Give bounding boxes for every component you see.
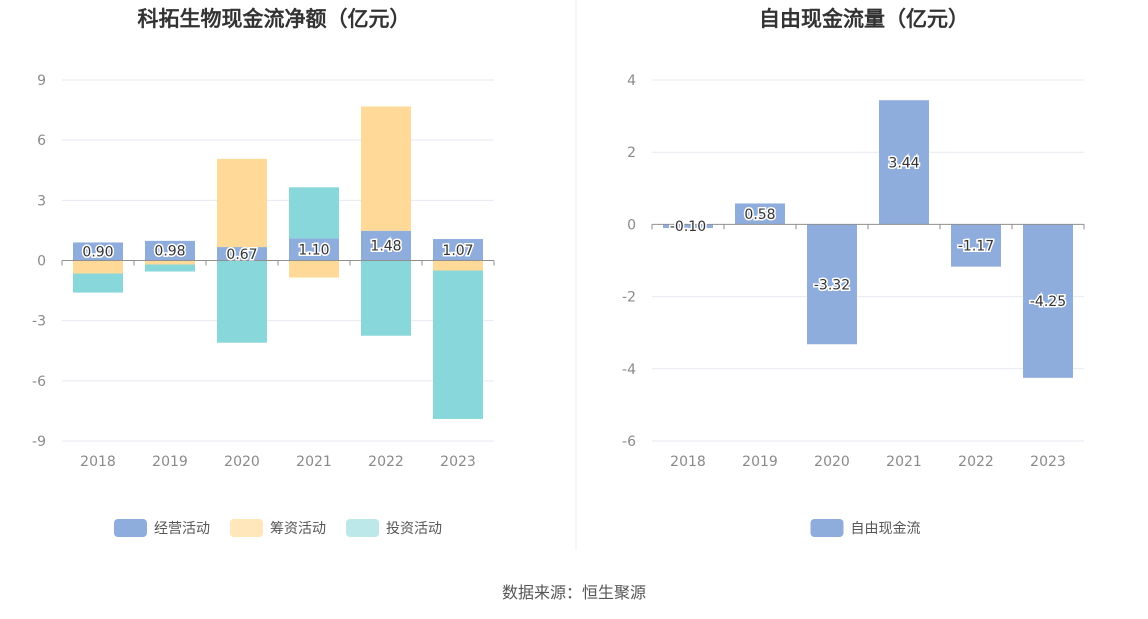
x-tick-label: 2023 — [1030, 454, 1066, 470]
y-tick-label: -6 — [32, 374, 46, 390]
bar-financing — [361, 106, 411, 231]
y-tick-label: -2 — [622, 290, 636, 306]
y-tick-label: -9 — [32, 434, 46, 450]
legend-item: 自由现金流 — [810, 519, 921, 537]
y-tick-label: 3 — [37, 193, 46, 209]
bar-operating — [73, 242, 123, 261]
bar-free-cash-flow — [807, 224, 857, 345]
legend-label: 自由现金流 — [851, 521, 921, 537]
legend-swatch — [810, 519, 844, 537]
bar-free-cash-flow — [663, 224, 713, 229]
cash-flow-net-chart: 科拓生物现金流净额（亿元） 9 6 3 0 -3 -6 -9 2018 2019 2020 2021 2… — [32, 7, 495, 537]
data-label: 0.67 — [226, 247, 257, 263]
chart-title: 科拓生物现金流净额（亿元） — [138, 7, 411, 31]
bar-investing — [433, 270, 483, 419]
legend-swatch — [114, 519, 147, 537]
x-tick-label: 2019 — [742, 454, 778, 470]
bar-free-cash-flow — [879, 100, 929, 225]
x-tick-label: 2022 — [368, 454, 404, 470]
x-tick-label: 2018 — [670, 454, 706, 470]
bar-investing — [145, 264, 195, 272]
bar-operating — [433, 239, 483, 261]
data-label: -0.10 — [670, 219, 706, 235]
data-label: -4.25 — [1030, 294, 1066, 310]
legend-swatch — [230, 519, 263, 537]
y-tick-label: 9 — [37, 73, 46, 89]
bar-free-cash-flow — [951, 224, 1001, 267]
x-tick-label: 2023 — [440, 454, 476, 470]
bar-financing — [433, 260, 483, 271]
data-label: 0.58 — [744, 207, 775, 223]
bar-investing — [73, 273, 123, 293]
source-note: 数据来源：恒生聚源 — [502, 583, 646, 602]
bar-investing — [217, 260, 267, 343]
data-label: 3.44 — [888, 155, 919, 171]
free-cash-flow-chart: 自由现金流量（亿元） 4 2 0 -2 -4 -6 2018 2019 2020 2021 2022 2… — [622, 7, 1085, 537]
x-tick-label: 2020 — [814, 454, 850, 470]
data-label: 1.07 — [442, 243, 473, 259]
bar-operating — [289, 238, 339, 261]
data-label: 0.98 — [154, 244, 185, 260]
bar-operating — [361, 230, 411, 261]
x-tick-label: 2020 — [224, 454, 260, 470]
x-tick-label: 2021 — [296, 454, 332, 470]
y-tick-label: 0 — [627, 217, 636, 233]
bar-free-cash-flow — [735, 203, 785, 225]
legend-label: 筹资活动 — [270, 520, 326, 537]
legend-item: 经营活动 — [114, 519, 210, 537]
chart-title: 自由现金流量（亿元） — [759, 7, 969, 31]
y-tick-label: 4 — [627, 73, 636, 89]
data-label: -3.32 — [814, 277, 850, 293]
x-tick-label: 2021 — [886, 454, 922, 470]
data-label: 0.90 — [82, 244, 113, 260]
bar-financing — [73, 260, 123, 274]
y-tick-label: 6 — [37, 133, 46, 149]
data-label: -1.17 — [958, 239, 994, 255]
legend-item: 筹资活动 — [230, 519, 326, 537]
x-tick-label: 2018 — [80, 454, 116, 470]
bar-investing — [289, 187, 339, 239]
x-tick-label: 2019 — [152, 454, 188, 470]
bar-financing — [217, 158, 267, 248]
x-tick-label: 2022 — [958, 454, 994, 470]
data-label: 1.10 — [298, 242, 329, 258]
bar-financing — [289, 260, 339, 278]
y-tick-label: 2 — [627, 145, 636, 161]
y-tick-label: -4 — [622, 362, 636, 378]
legend-label: 经营活动 — [154, 521, 210, 537]
legend-label: 投资活动 — [386, 521, 442, 537]
data-label: 1.48 — [370, 239, 401, 255]
y-tick-label: -6 — [622, 434, 636, 450]
bar-operating — [145, 240, 195, 261]
legend-item: 投资活动 — [346, 519, 442, 537]
bar-financing — [145, 260, 195, 265]
bar-operating — [217, 247, 267, 261]
bar-investing — [361, 260, 411, 336]
y-tick-label: -3 — [32, 314, 46, 330]
y-tick-label: 0 — [37, 254, 46, 270]
legend-swatch — [346, 519, 379, 537]
bar-free-cash-flow — [1023, 224, 1073, 378]
